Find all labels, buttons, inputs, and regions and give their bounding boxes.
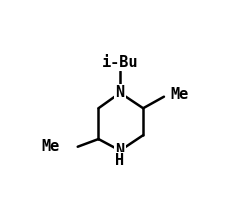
Text: N: N xyxy=(115,143,125,158)
Text: Me: Me xyxy=(42,139,60,154)
Text: H: H xyxy=(115,153,125,168)
Text: i-Bu: i-Bu xyxy=(102,55,138,70)
Text: Me: Me xyxy=(170,87,188,102)
Text: N: N xyxy=(115,85,125,100)
